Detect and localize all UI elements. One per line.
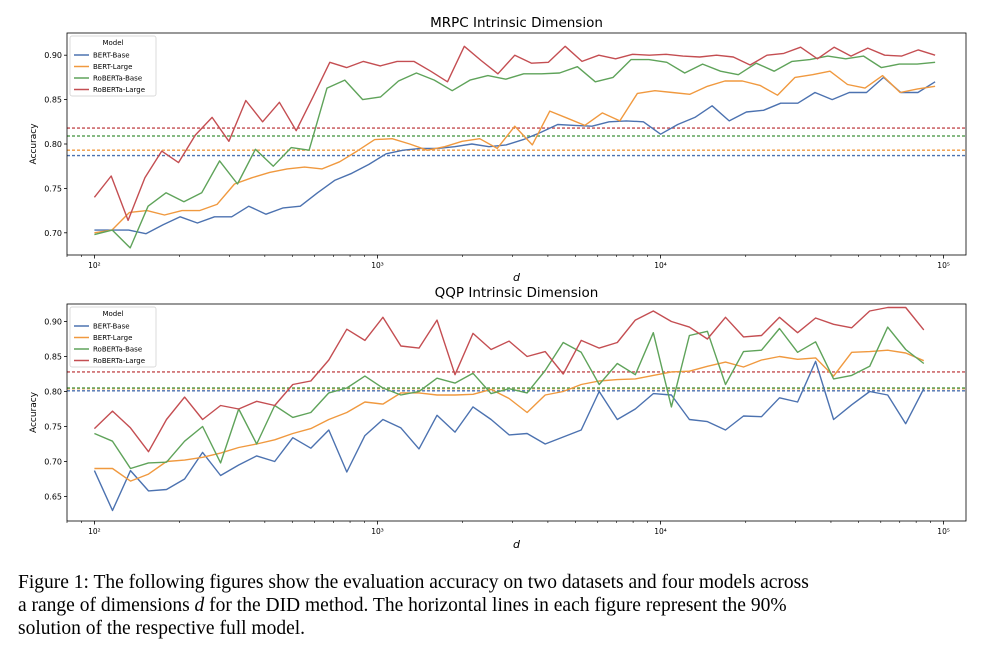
y-tick-label: 0.65 bbox=[44, 493, 62, 502]
x-tick-label: 10⁵ bbox=[937, 527, 950, 536]
legend: Model BERT-Base BERT-Large RoBERTa-Base RoBE… bbox=[69, 35, 157, 97]
series-line bbox=[93, 45, 936, 222]
legend-label: RoBERTa-Base bbox=[93, 75, 142, 83]
y-tick-label: 0.90 bbox=[44, 51, 62, 60]
figure-caption: Figure 1: The following figures show the… bbox=[18, 571, 968, 640]
y-axis-label: Accuracy bbox=[29, 123, 39, 165]
y-tick-label: 0.75 bbox=[44, 184, 62, 193]
y-tick-label: 0.85 bbox=[44, 353, 62, 362]
series-line bbox=[94, 55, 936, 249]
legend-title: Model bbox=[102, 310, 123, 318]
caption-variable-d: d bbox=[194, 595, 205, 616]
x-axis-label: d bbox=[513, 538, 521, 551]
x-tick-label: 10² bbox=[88, 527, 101, 536]
y-tick-label: 0.85 bbox=[44, 96, 62, 105]
series-line bbox=[94, 70, 936, 234]
legend-label: BERT-Large bbox=[93, 63, 132, 71]
legend-label: RoBERTa-Base bbox=[93, 346, 142, 354]
y-tick-label: 0.70 bbox=[44, 458, 62, 467]
series-line bbox=[94, 326, 925, 470]
x-tick-label: 10⁴ bbox=[654, 261, 667, 270]
legend-box bbox=[69, 35, 157, 97]
series-line bbox=[94, 76, 936, 235]
mrpc-chart: MRPC Intrinsic Dimension 0.70 0.75 0.80 0.85… bbox=[29, 15, 967, 284]
caption-line-1: Figure 1: The following figures show the… bbox=[18, 572, 809, 593]
y-tick-label: 0.75 bbox=[44, 423, 62, 432]
caption-line-2: a range of dimensions d for the DID meth… bbox=[18, 595, 787, 616]
x-tick-label: 10⁵ bbox=[937, 261, 950, 270]
chart-title: MRPC Intrinsic Dimension bbox=[430, 15, 603, 31]
plot-frame bbox=[66, 303, 967, 522]
y-axis-label: Accuracy bbox=[29, 391, 39, 433]
legend-label: RoBERTa-Large bbox=[93, 86, 145, 94]
series-line bbox=[93, 360, 925, 512]
x-axis-label: d bbox=[513, 271, 521, 284]
legend: Model BERT-Base BERT-Large RoBERTa-Base RoBE… bbox=[69, 306, 157, 368]
x-tick-label: 10³ bbox=[371, 261, 384, 270]
legend-label: BERT-Base bbox=[93, 52, 130, 60]
chart-title: QQP Intrinsic Dimension bbox=[435, 285, 599, 301]
series-line bbox=[94, 349, 925, 482]
x-tick-label: 10² bbox=[88, 261, 101, 270]
legend-label: BERT-Large bbox=[93, 334, 132, 342]
y-tick-label: 0.90 bbox=[44, 318, 62, 327]
legend-label: RoBERTa-Large bbox=[93, 357, 145, 365]
caption-line-3: solution of the respective full model. bbox=[18, 618, 306, 639]
x-tick-label: 10⁴ bbox=[654, 527, 667, 536]
figure: MRPC Intrinsic Dimension 0.70 0.75 0.80 0.85… bbox=[29, 15, 967, 551]
qqp-chart: QQP Intrinsic Dimension 0.65 0.70 0.75 0.80 0… bbox=[29, 285, 967, 551]
x-tick-label: 10³ bbox=[371, 527, 384, 536]
legend-label: BERT-Base bbox=[93, 323, 130, 331]
legend-box bbox=[69, 306, 157, 368]
y-tick-label: 0.80 bbox=[44, 388, 62, 397]
y-tick-label: 0.70 bbox=[44, 229, 62, 238]
y-tick-label: 0.80 bbox=[44, 140, 62, 149]
series-line bbox=[93, 306, 925, 453]
legend-title: Model bbox=[102, 39, 123, 47]
